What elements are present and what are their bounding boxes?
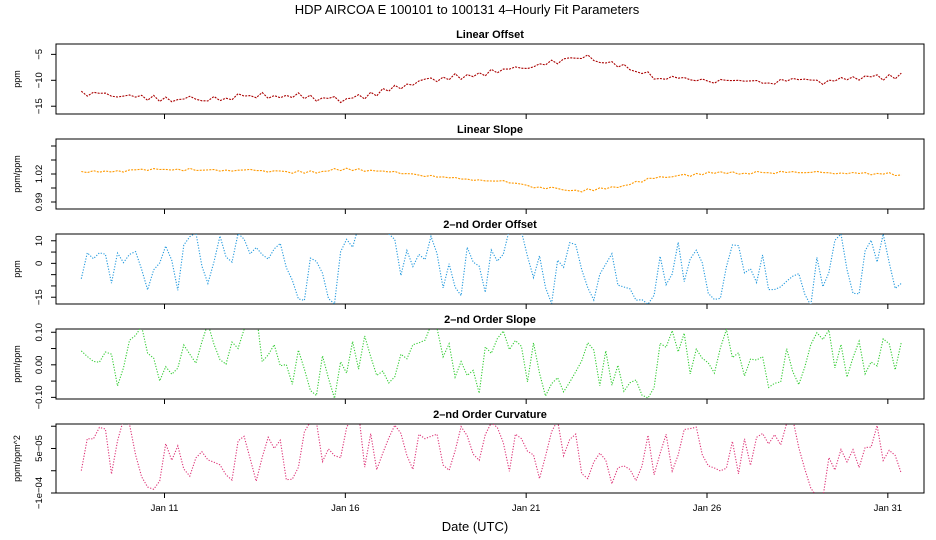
x-tick-label: Jan 31 [874,503,903,514]
y-axis-label: ppm/ppm [12,345,22,383]
x-tick-label: Jan 16 [331,503,360,514]
y-axis-label: ppm/ppm^2 [12,435,22,482]
panel-2: Linear Slope 0.99 1.02 ppm/ppm [12,124,925,214]
y-tick-label: 1.02 [34,165,45,184]
x-axis-label: Date (UTC) [442,519,508,534]
series-line [80,54,902,104]
y-tick-label: −0.10 [34,385,45,409]
y-axis-label: ppm/ppm [12,155,22,193]
panel-frame [55,43,925,115]
series-line [81,167,902,193]
y-tick-label: 0.10 [34,323,45,342]
panel-1: Linear Offset −15 −10 −5 ppm [12,29,925,119]
x-tick-label: Jan 21 [512,503,541,514]
panel-title: 2–nd Order Curvature [433,409,547,421]
panel-title: 2–nd Order Offset [443,219,537,231]
panel-frame [55,423,925,494]
y-tick-label: −10 [34,72,45,88]
panel-3: 2–nd Order Offset −15 0 10 ppm [12,219,925,309]
x-tick-label: Jan 26 [693,503,722,514]
panel-frame [55,233,925,305]
y-tick-label: 5e−05 [34,435,45,462]
panel-title: 2–nd Order Slope [444,314,536,326]
panel-title: Linear Offset [456,29,524,41]
y-axis-label: ppm [12,70,22,88]
series-line [80,424,902,493]
x-tick-label: Jan 11 [151,503,179,514]
y-tick-label: −15 [34,289,45,305]
series-line [80,234,902,304]
y-axis-label: ppm [12,260,22,278]
series-line [80,329,902,399]
panel-5: 2–nd Order Curvature −1e−04 5e−05 ppm/ppm^2… [12,409,925,514]
y-tick-label: −1e−04 [34,477,45,509]
figure-title: HDP AIRCOA E 100101 to 100131 4–Hourly F… [295,2,640,17]
y-tick-label: 0.00 [34,356,45,375]
y-tick-label: −15 [34,98,45,114]
y-tick-label: −5 [34,49,45,60]
panel-frame [55,138,925,210]
panel-frame [55,328,925,400]
panel-4: 2–nd Order Slope −0.10 0.00 0.10 ppm/ppm [12,314,925,409]
y-tick-label: 0 [34,261,45,266]
y-tick-label: 0.99 [34,193,45,212]
y-tick-label: 10 [34,235,45,246]
panel-title: Linear Slope [457,124,523,136]
chart-panels: Linear Offset −15 −10 −5 ppm Linear Slope 0.99… [12,29,925,514]
